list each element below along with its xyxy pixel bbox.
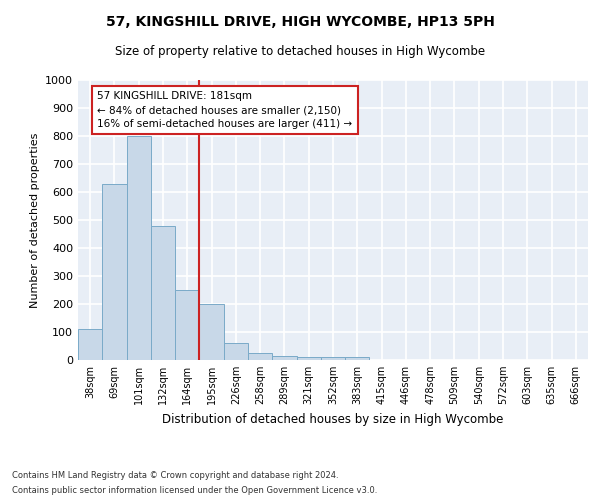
- Text: Contains HM Land Registry data © Crown copyright and database right 2024.: Contains HM Land Registry data © Crown c…: [12, 471, 338, 480]
- Text: Size of property relative to detached houses in High Wycombe: Size of property relative to detached ho…: [115, 45, 485, 58]
- Text: 57, KINGSHILL DRIVE, HIGH WYCOMBE, HP13 5PH: 57, KINGSHILL DRIVE, HIGH WYCOMBE, HP13 …: [106, 15, 494, 29]
- Bar: [224, 343, 248, 360]
- X-axis label: Distribution of detached houses by size in High Wycombe: Distribution of detached houses by size …: [163, 412, 503, 426]
- Bar: [296, 357, 321, 360]
- Bar: [151, 226, 175, 360]
- Y-axis label: Number of detached properties: Number of detached properties: [29, 132, 40, 308]
- Bar: [102, 184, 127, 360]
- Bar: [127, 136, 151, 360]
- Bar: [345, 357, 370, 360]
- Bar: [321, 357, 345, 360]
- Bar: [78, 329, 102, 360]
- Text: Contains public sector information licensed under the Open Government Licence v3: Contains public sector information licen…: [12, 486, 377, 495]
- Text: 57 KINGSHILL DRIVE: 181sqm
← 84% of detached houses are smaller (2,150)
16% of s: 57 KINGSHILL DRIVE: 181sqm ← 84% of deta…: [97, 91, 353, 129]
- Bar: [175, 290, 199, 360]
- Bar: [272, 356, 296, 360]
- Bar: [248, 353, 272, 360]
- Bar: [199, 304, 224, 360]
